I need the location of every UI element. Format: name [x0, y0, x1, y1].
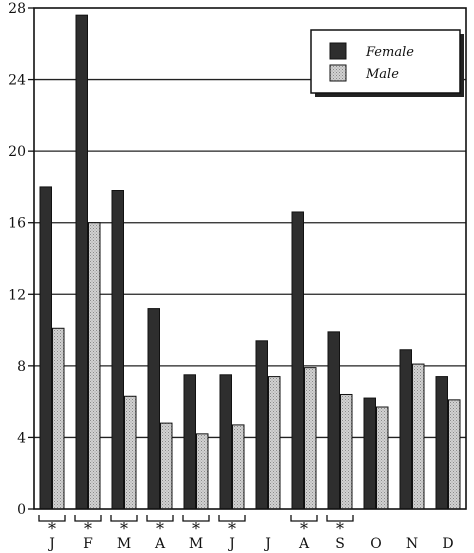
significance-star: * [156, 519, 164, 538]
category-label: M [117, 536, 131, 552]
bar-male [88, 222, 101, 510]
bar-female [219, 374, 232, 510]
axes [33, 7, 467, 510]
bar-male [304, 367, 317, 510]
significance-bracket [182, 515, 210, 522]
y-axis-ticks: 0 4 8 12 16 20 24 28 [8, 1, 34, 518]
plot-frame [33, 7, 467, 510]
gridlines [34, 78, 466, 439]
legend: Female Male [310, 29, 464, 97]
significance-bracket [110, 515, 138, 522]
bar-female [399, 349, 412, 510]
bar-female [39, 186, 52, 510]
significance-bracket [38, 515, 66, 522]
bar-female [435, 376, 448, 510]
bar-male [412, 363, 425, 510]
bar-male [124, 395, 137, 510]
bar-female [111, 190, 124, 510]
bar-male [52, 327, 65, 510]
category-label: A [154, 536, 166, 552]
category-label: J [263, 536, 271, 552]
y-tick-label: 12 [8, 287, 26, 303]
category-label: D [442, 536, 453, 552]
y-tick-label: 16 [8, 216, 26, 232]
significance-bracket [146, 515, 174, 522]
significance-star: * [48, 519, 56, 538]
y-tick-label: 20 [8, 144, 26, 160]
category-label: A [298, 536, 310, 552]
bar-male [340, 393, 353, 510]
bar-female [147, 308, 160, 510]
bar-male [196, 433, 209, 510]
bar-female [255, 340, 268, 510]
legend-label-male: Male [365, 67, 399, 82]
significance-star: * [228, 519, 236, 538]
significance-bracket [326, 515, 354, 522]
category-label: M [189, 536, 203, 552]
bar-female [363, 397, 376, 510]
category-label: J [227, 536, 235, 552]
bar-male [268, 376, 281, 510]
significance-star: * [336, 519, 344, 538]
legend-swatch-male [329, 64, 347, 82]
bar-male [376, 406, 389, 510]
y-tick-label: 8 [17, 359, 26, 375]
legend-box [310, 29, 461, 94]
significance-bracket [218, 515, 246, 522]
bar-female [183, 374, 196, 510]
bar-male [232, 424, 245, 510]
category-label: F [83, 536, 93, 552]
bar-female [291, 211, 304, 510]
significance-bracket [290, 515, 318, 522]
category-label: O [370, 536, 381, 552]
significance-star: * [84, 519, 92, 538]
category-label: S [335, 536, 345, 552]
y-tick-label: 24 [8, 73, 26, 89]
significance-bracket [74, 515, 102, 522]
significance-markers: * * * * * * * * [38, 515, 354, 538]
bar-male [160, 422, 173, 510]
category-label: N [406, 536, 418, 552]
significance-star: * [120, 519, 128, 538]
y-tick-label: 28 [8, 1, 26, 17]
y-tick-label: 0 [17, 502, 26, 518]
significance-star: * [300, 519, 308, 538]
bar-male [448, 399, 461, 510]
y-tick-label: 4 [17, 430, 26, 446]
category-label: J [47, 536, 55, 552]
bar-female [75, 14, 88, 510]
legend-swatch-female [329, 42, 347, 60]
bar-female [327, 331, 340, 510]
legend-label-female: Female [365, 45, 414, 60]
significance-star: * [192, 519, 200, 538]
